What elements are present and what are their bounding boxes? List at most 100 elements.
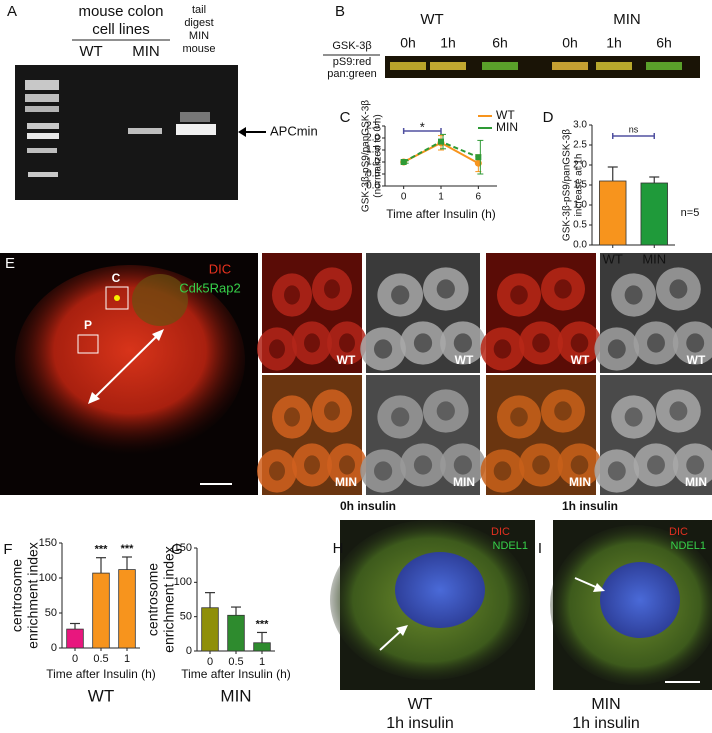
label: Cdk5Rap2: [179, 280, 240, 295]
nucleus: [570, 333, 589, 353]
bar: [118, 569, 136, 649]
nucleus: [607, 339, 626, 359]
arrow: [91, 332, 161, 401]
label: 0h insulin: [340, 499, 396, 513]
panel-label: C: [340, 109, 351, 126]
y-axis-label: centrosome: [145, 563, 161, 636]
band: [176, 124, 216, 135]
label: NDEL1: [493, 540, 528, 552]
panel-label: A: [7, 3, 17, 20]
legend-label: WT: [496, 108, 515, 122]
nucleus: [304, 455, 320, 475]
arrow-head: [238, 127, 246, 137]
y-tick-label: 1.5: [366, 145, 380, 156]
y-axis-label: (normalized to 0 h): [373, 114, 384, 197]
label: 0h: [562, 35, 578, 51]
nucleus: [339, 455, 355, 475]
bar: [253, 642, 271, 652]
marker: [400, 159, 407, 165]
arrow: [574, 577, 599, 589]
label: P: [84, 318, 92, 332]
label: 1h insulin: [572, 715, 640, 732]
bar: [201, 607, 219, 652]
nucleus: [554, 401, 572, 421]
x-axis-label: Time after Insulin (h): [181, 667, 291, 681]
nucleus: [493, 461, 512, 481]
region-box: [77, 334, 99, 354]
panel-label: E: [5, 255, 15, 272]
nucleus: [510, 407, 528, 427]
nucleus: [510, 285, 528, 305]
y-tick-label: 0.5: [366, 169, 380, 180]
label: pS9:red: [333, 56, 372, 68]
label: MIN: [613, 11, 641, 28]
x-tick-label: 0.5: [93, 653, 108, 665]
x-axis-label: Time after Insulin (h): [386, 207, 496, 221]
label: WT: [79, 43, 102, 60]
label: 1h insulin: [386, 715, 454, 732]
x-tick-label: MIN: [642, 251, 666, 266]
y-tick-label: 0: [51, 642, 57, 654]
marker: [438, 138, 444, 145]
y-tick-label: 2.5: [573, 140, 587, 151]
nucleus: [324, 401, 340, 421]
tile-label: MIN: [453, 475, 475, 489]
y-axis-label: GSK-3β-pS9/panGSK-3β: [361, 100, 372, 212]
y-tick-label: 150: [39, 537, 57, 549]
y-tick-label: 0.0: [573, 240, 587, 251]
panel-label: G: [171, 541, 183, 558]
y-tick-label: 3.0: [573, 120, 587, 131]
significance-label: ***: [256, 618, 270, 630]
label: 1h insulin: [562, 499, 618, 513]
x-tick-label: 6: [476, 192, 482, 203]
y-axis-label: increase at 1h: [574, 154, 585, 217]
nucleus: [413, 455, 433, 475]
bar: [66, 628, 84, 649]
x-tick-label: 0: [401, 192, 407, 203]
bar: [92, 572, 110, 649]
nucleus: [532, 455, 550, 475]
label: APCmin: [270, 123, 318, 138]
significance-label: ns: [629, 124, 639, 134]
nucleus: [269, 339, 285, 359]
nucleus: [493, 339, 512, 359]
bar: [599, 180, 627, 246]
y-tick-label: 0: [186, 645, 192, 657]
label: WT: [420, 11, 443, 28]
label: DIC: [491, 526, 510, 538]
blot-bands: [390, 62, 682, 70]
nucleus: [554, 279, 572, 299]
panel-label: B: [335, 3, 345, 20]
tile-label: MIN: [335, 475, 357, 489]
x-tick-label: 1: [124, 653, 130, 665]
label: 1h: [440, 35, 456, 51]
y-tick-label: 2.5: [366, 121, 380, 132]
label: DIC: [669, 526, 688, 538]
nucleus: [373, 461, 393, 481]
x-tick-label: 1: [259, 656, 265, 668]
label: mouse: [182, 43, 215, 55]
y-tick-label: 0.5: [573, 220, 587, 231]
nucleus: [624, 285, 643, 305]
significance-label: ***: [95, 544, 109, 556]
nucleus: [436, 279, 455, 299]
panel-label: F: [3, 541, 12, 558]
caption: WT: [88, 686, 114, 705]
panel-label: H: [333, 540, 344, 557]
nucleus: [132, 274, 188, 326]
label: NDEL1: [671, 540, 706, 552]
nucleus: [395, 552, 485, 628]
label: cell lines: [92, 21, 150, 38]
label: 0h: [400, 35, 416, 51]
label: mouse colon: [78, 3, 163, 20]
label: tail: [192, 4, 206, 16]
label: 6h: [656, 35, 672, 51]
cell: [15, 265, 245, 455]
marker: [475, 154, 482, 161]
nucleus: [284, 285, 300, 305]
band: [128, 128, 162, 134]
significance-label: ***: [121, 543, 135, 555]
label: C: [112, 271, 121, 285]
nucleus: [686, 333, 705, 353]
nucleus: [284, 407, 300, 427]
